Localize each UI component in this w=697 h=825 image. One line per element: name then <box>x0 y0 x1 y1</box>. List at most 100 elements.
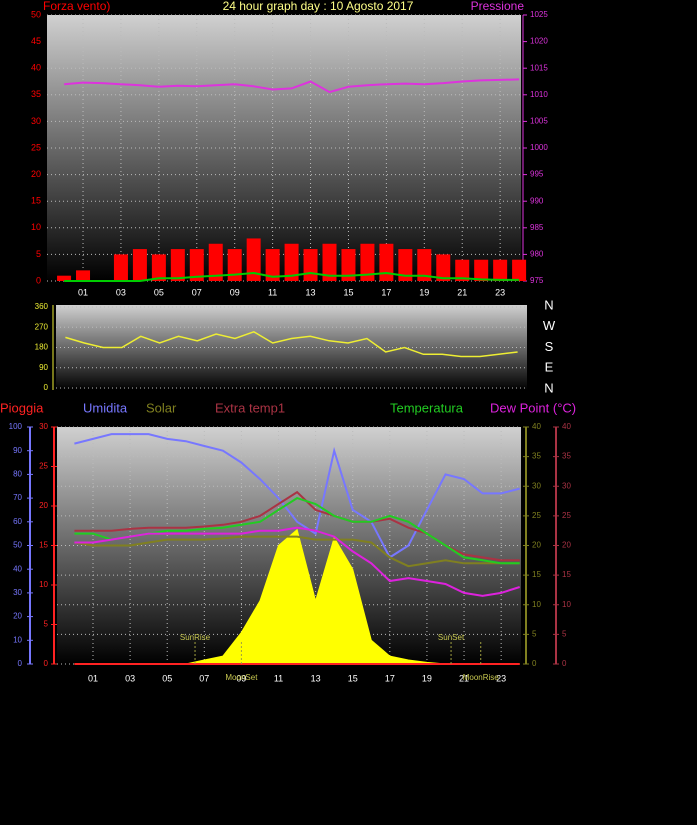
x-tick-label: 13 <box>306 287 316 297</box>
wind-bar <box>455 259 470 281</box>
compass-label: N <box>544 380 553 395</box>
wind-bar <box>360 243 375 281</box>
wind-bar <box>322 243 337 281</box>
y-tick-label: 360 <box>35 302 49 311</box>
x-tick-label: 01 <box>88 673 98 683</box>
legend-entry: Pioggia <box>0 400 44 415</box>
y-tick-label: 10 <box>13 635 22 644</box>
wind-bar <box>303 249 318 281</box>
wind-bar <box>189 249 204 281</box>
y-tick-label: 10 <box>562 600 571 609</box>
x-tick-label: 07 <box>192 287 202 297</box>
y-tick-label: 60 <box>13 517 22 526</box>
event-label: MoonRise <box>463 673 500 682</box>
y-tick-label: 35 <box>532 452 541 461</box>
chart-title: 24 hour graph day : 10 Agosto 2017 <box>223 0 414 13</box>
compass-label: W <box>543 318 556 333</box>
y-tick-label: 40 <box>13 564 22 573</box>
y-tick-label: 5 <box>562 629 567 638</box>
compass-label: E <box>545 360 554 375</box>
y-tick-label: 15 <box>39 541 48 550</box>
compass-label: S <box>545 339 554 354</box>
x-tick-label: 19 <box>419 287 429 297</box>
y-tick-label: 30 <box>13 588 22 597</box>
y-tick-label: 40 <box>31 63 41 73</box>
y-tick-label: 0 <box>36 275 41 285</box>
y-tick-label: 180 <box>35 343 49 352</box>
y-tick-label: 20 <box>31 169 41 179</box>
legend-entry: Temperatura <box>390 400 464 415</box>
x-tick-label: 13 <box>311 673 321 683</box>
legend-entry: Solar <box>146 400 177 415</box>
x-tick-label: 17 <box>385 673 395 683</box>
y-tick-label: 40 <box>562 422 571 431</box>
series-line <box>64 78 520 94</box>
y-tick-label: 0 <box>18 659 23 668</box>
x-tick-label: 11 <box>274 673 283 683</box>
x-tick-label: 05 <box>162 673 172 683</box>
wind-bar <box>379 243 394 281</box>
x-tick-label: 01 <box>78 287 88 297</box>
series-line <box>74 433 520 559</box>
wind-bar <box>151 254 166 281</box>
y-tick-label: 270 <box>35 322 49 331</box>
y-tick-label: 100 <box>9 422 23 431</box>
y-tick-label: 30 <box>562 481 571 490</box>
x-tick-label: 11 <box>268 287 277 297</box>
y-tick-label: 10 <box>31 222 41 232</box>
wind-bar <box>227 249 242 281</box>
legend-entry: Umidita <box>83 400 128 415</box>
y-tick-label: 25 <box>562 511 571 520</box>
y2-tick-label: 985 <box>530 223 544 232</box>
x-tick-label: 03 <box>116 287 126 297</box>
legend-entry: Extra temp1 <box>215 400 285 415</box>
wind-bar <box>265 249 280 281</box>
y-tick-label: 30 <box>532 481 541 490</box>
wind-bar <box>493 259 508 281</box>
wind-bar <box>398 249 413 281</box>
y-tick-label: 20 <box>532 541 541 550</box>
x-tick-label: 03 <box>125 673 135 683</box>
y-tick-label: 20 <box>39 501 48 510</box>
x-tick-label: 21 <box>457 287 467 297</box>
y-tick-label: 20 <box>562 541 571 550</box>
wind-bar <box>170 249 185 281</box>
wind-bar <box>76 270 91 281</box>
y-tick-label: 25 <box>31 142 41 152</box>
y-tick-label: 40 <box>532 422 541 431</box>
x-tick-label: 23 <box>495 287 505 297</box>
y-tick-label: 0 <box>562 659 567 668</box>
y-tick-label: 0 <box>44 383 49 392</box>
y-tick-label: 0 <box>532 659 537 668</box>
x-tick-label: 07 <box>199 673 209 683</box>
wind-bar <box>113 254 128 281</box>
x-tick-label: 17 <box>381 287 391 297</box>
y2-axis-label: Pressione <box>471 0 525 13</box>
wind-bar <box>246 238 261 281</box>
series-line <box>74 535 520 568</box>
wind-bar <box>284 243 299 281</box>
y-tick-label: 0 <box>44 659 49 668</box>
y-tick-label: 25 <box>39 462 48 471</box>
y-tick-label: 45 <box>31 36 41 46</box>
x-tick-label: 05 <box>154 287 164 297</box>
event-label: MoonSet <box>225 673 258 682</box>
legend-entry: Dew Point (°C) <box>490 400 576 415</box>
y-tick-label: 50 <box>13 541 22 550</box>
y-tick-label: 35 <box>31 89 41 99</box>
y2-tick-label: 1010 <box>530 90 548 99</box>
wind-bar <box>132 249 147 281</box>
x-tick-label: 21 <box>459 673 469 683</box>
event-label: SunRise <box>180 633 211 642</box>
y2-tick-label: 995 <box>530 170 544 179</box>
wind-bar <box>436 254 451 281</box>
y-tick-label: 50 <box>31 9 41 19</box>
wind-bar <box>474 259 489 281</box>
event-label: SunSet <box>438 633 465 642</box>
y2-tick-label: 975 <box>530 276 544 285</box>
y-tick-label: 25 <box>532 511 541 520</box>
y-tick-label: 30 <box>39 422 48 431</box>
x-tick-label: 15 <box>343 287 353 297</box>
x-tick-label: 09 <box>236 673 246 683</box>
